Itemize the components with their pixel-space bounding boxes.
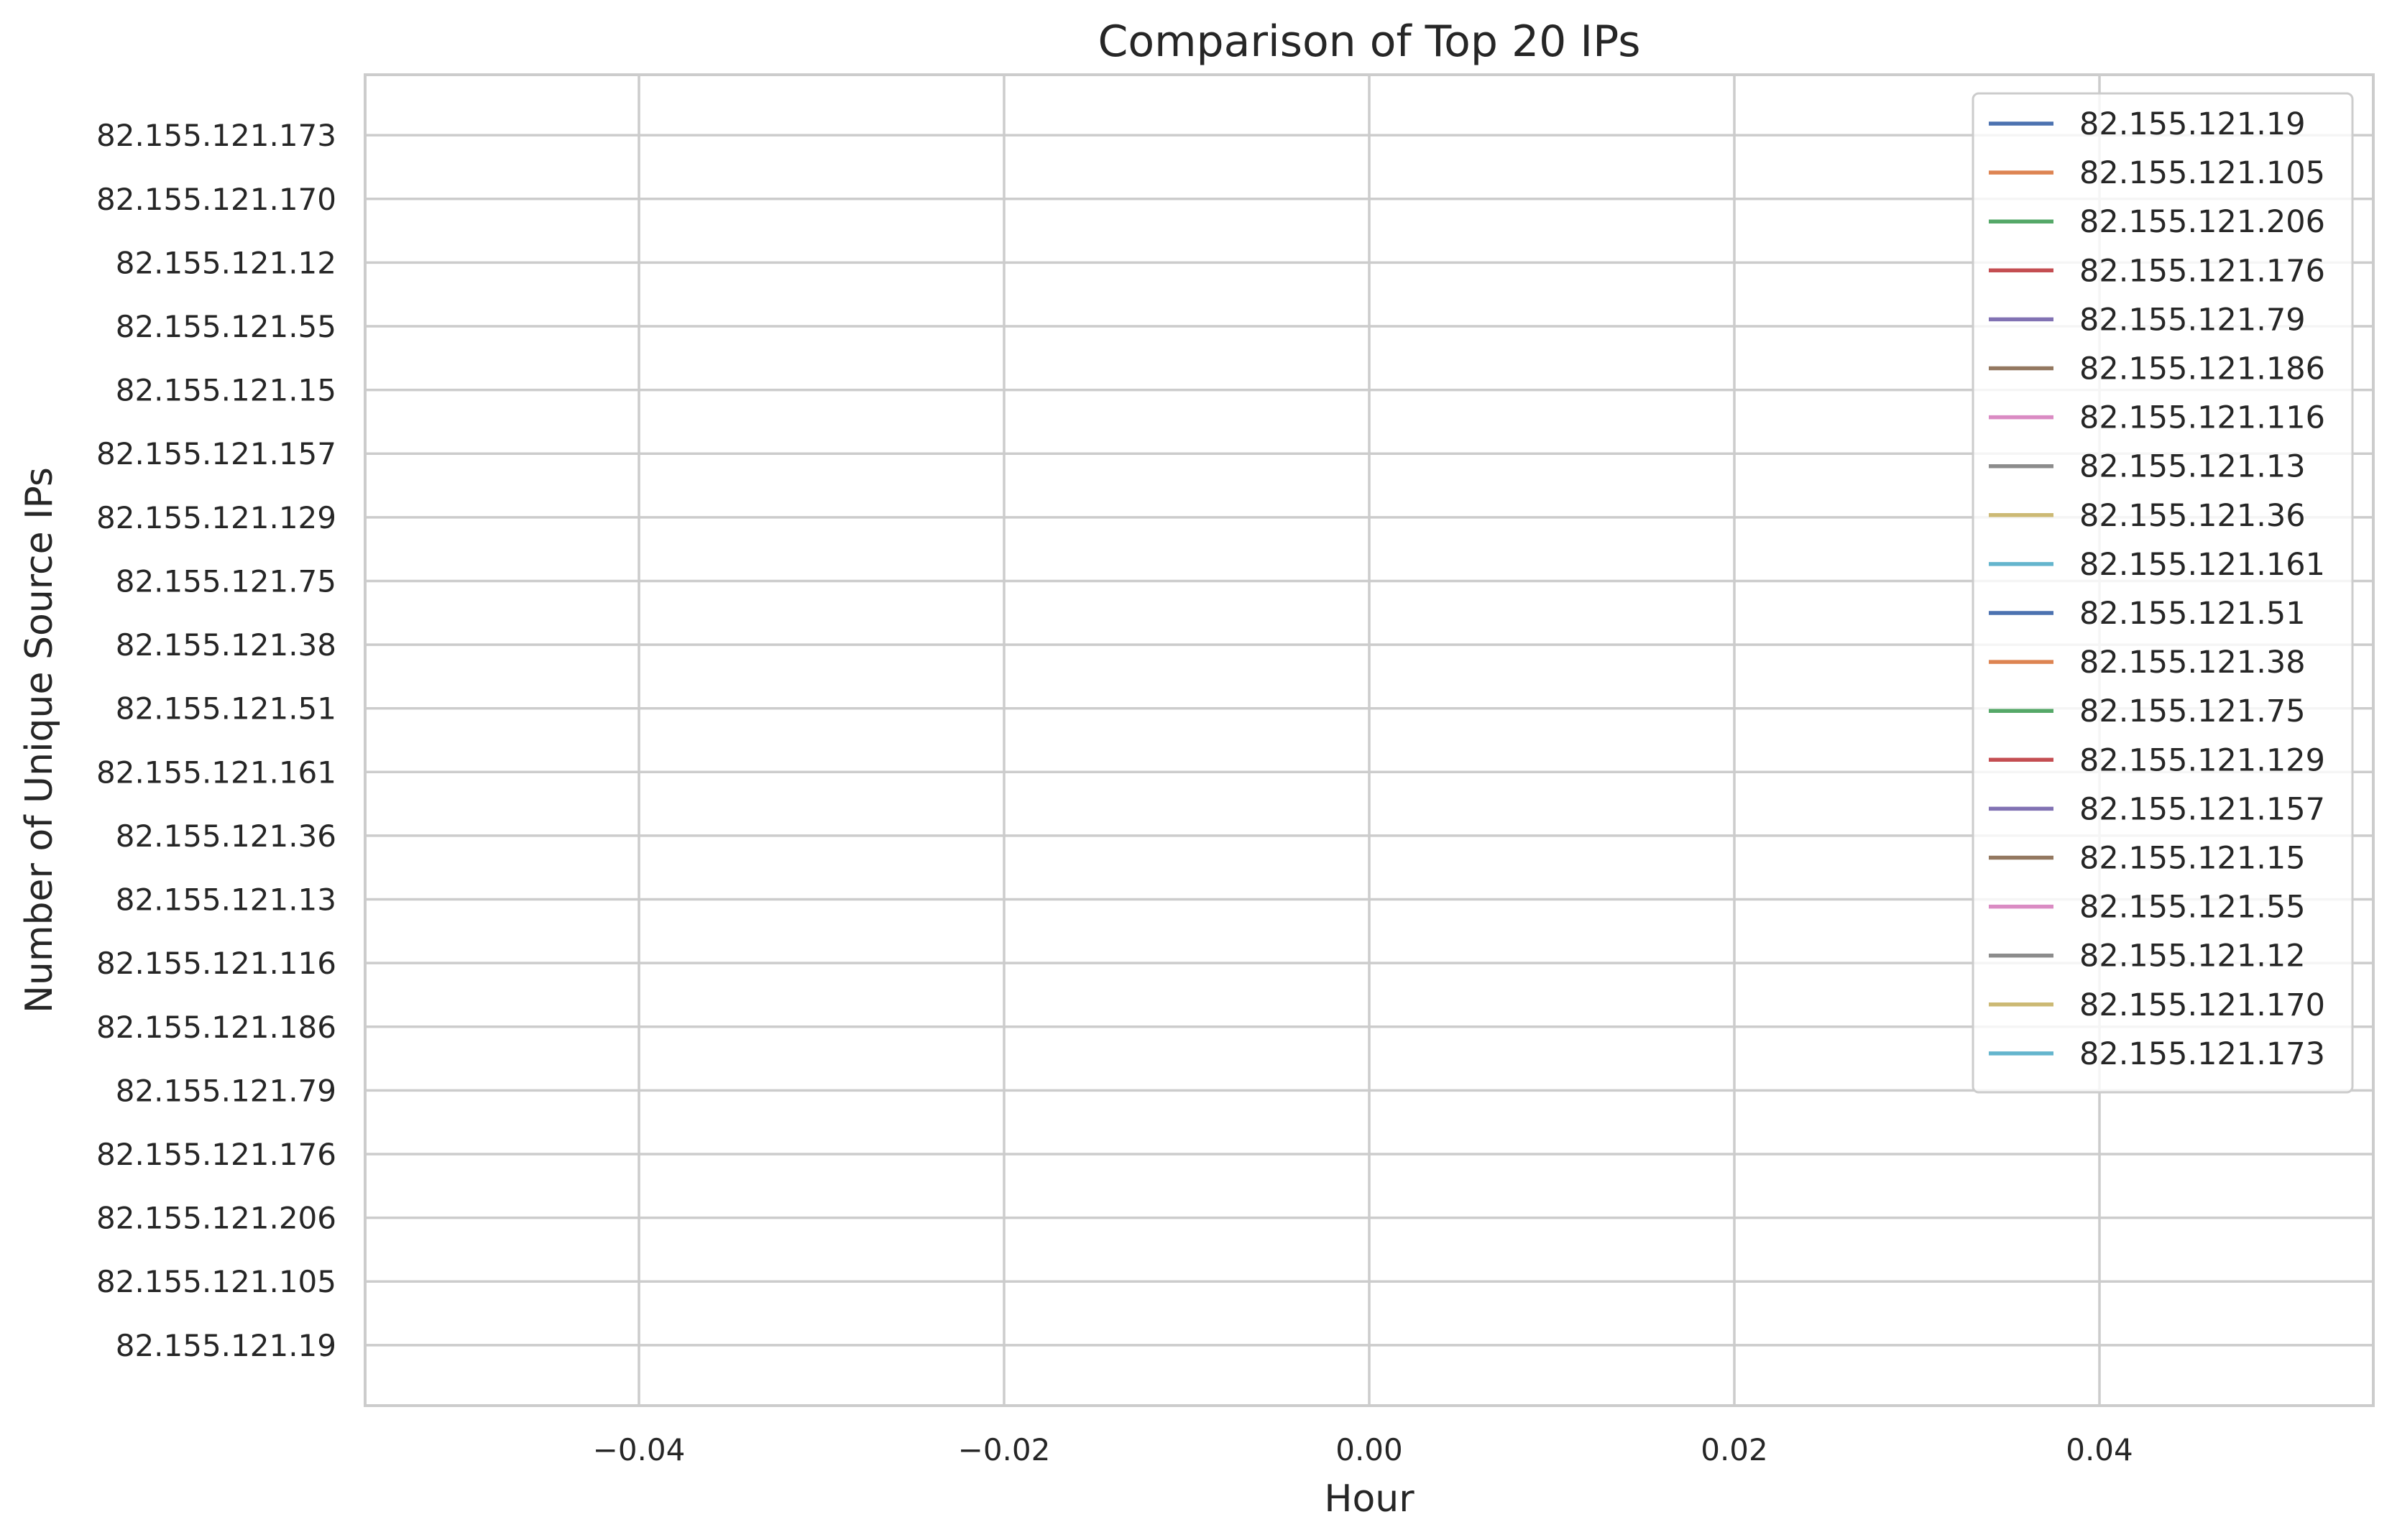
y-tick-label: 82.155.121.105 [96, 1264, 336, 1299]
y-tick-label: 82.155.121.206 [96, 1201, 336, 1236]
legend-label: 82.155.121.36 [2079, 498, 2306, 534]
y-tick-label: 82.155.121.116 [96, 946, 336, 981]
legend-label: 82.155.121.170 [2079, 987, 2325, 1023]
x-tick-labels: −0.04 −0.02 0.00 0.02 0.04 [593, 1432, 2133, 1467]
x-tick-label: 0.02 [1701, 1432, 1768, 1467]
y-tick-label: 82.155.121.38 [116, 627, 336, 663]
y-tick-label: 82.155.121.173 [96, 118, 336, 153]
y-tick-label: 82.155.121.55 [116, 309, 336, 344]
y-tick-label: 82.155.121.129 [96, 500, 336, 535]
plot-frame [364, 73, 2375, 1407]
legend-label: 82.155.121.116 [2079, 400, 2325, 436]
y-tick-labels: 82.155.121.19 82.155.121.105 82.155.121.20… [96, 118, 336, 1363]
y-tick-label: 82.155.121.13 [116, 882, 336, 918]
legend-label: 82.155.121.157 [2079, 791, 2325, 827]
x-axis-label: Hour [1324, 1477, 1414, 1521]
y-axis-label: Number of Unique Source IPs [18, 467, 61, 1013]
legend-label: 82.155.121.105 [2079, 155, 2325, 191]
legend-label: 82.155.121.38 [2079, 645, 2306, 681]
x-tick-label: −0.04 [593, 1432, 686, 1467]
legend-label: 82.155.121.19 [2079, 106, 2306, 142]
legend-label: 82.155.121.206 [2079, 204, 2325, 240]
legend-label: 82.155.121.186 [2079, 351, 2325, 387]
legend-label: 82.155.121.176 [2079, 253, 2325, 289]
legend-label: 82.155.121.75 [2079, 693, 2306, 729]
y-tick-label: 82.155.121.176 [96, 1137, 336, 1172]
legend-label: 82.155.121.12 [2079, 939, 2306, 974]
y-tick-label: 82.155.121.186 [96, 1010, 336, 1045]
legend-label: 82.155.121.15 [2079, 841, 2306, 877]
x-tick-label: −0.02 [958, 1432, 1051, 1467]
legend-label: 82.155.121.161 [2079, 547, 2325, 583]
y-tick-label: 82.155.121.36 [116, 819, 336, 854]
x-tick-label: 0.04 [2066, 1432, 2133, 1467]
y-tick-label: 82.155.121.75 [116, 563, 336, 599]
chart-title: Comparison of Top 20 IPs [1098, 17, 1640, 67]
y-tick-label: 82.155.121.19 [116, 1328, 336, 1363]
x-gridlines [638, 75, 2101, 1406]
legend-label: 82.155.121.173 [2079, 1036, 2325, 1072]
legend-label: 82.155.121.51 [2079, 596, 2306, 632]
y-tick-label: 82.155.121.157 [96, 436, 336, 471]
legend-entries: 82.155.121.19 82.155.121.105 82.155.121.20… [1989, 106, 2325, 1072]
legend-label: 82.155.121.13 [2079, 449, 2306, 485]
legend-label: 82.155.121.55 [2079, 890, 2306, 926]
y-tick-label: 82.155.121.161 [96, 755, 336, 790]
legend: 82.155.121.19 82.155.121.105 82.155.121.20… [1972, 92, 2354, 1094]
y-tick-label: 82.155.121.79 [116, 1073, 336, 1108]
legend-label: 82.155.121.129 [2079, 742, 2325, 778]
y-tick-label: 82.155.121.15 [116, 373, 336, 408]
legend-frame [1972, 92, 2354, 1094]
y-tick-label: 82.155.121.170 [96, 182, 336, 217]
y-tick-label: 82.155.121.12 [116, 245, 336, 280]
x-tick-label: 0.00 [1335, 1432, 1403, 1467]
y-tick-label: 82.155.121.51 [116, 691, 336, 727]
legend-label: 82.155.121.79 [2079, 302, 2306, 338]
